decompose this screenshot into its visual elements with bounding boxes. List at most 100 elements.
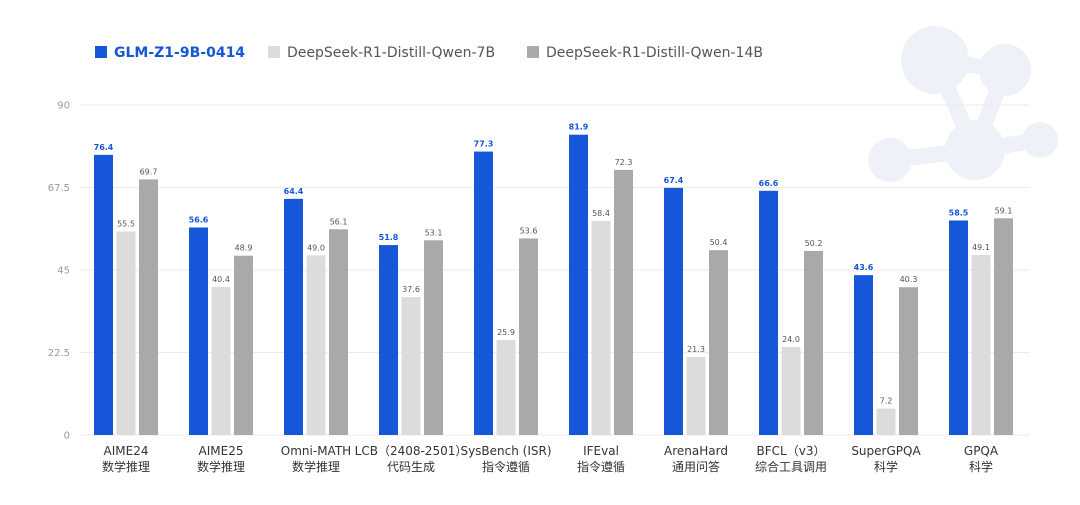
data-label-series-2-4: 37.6	[402, 285, 420, 294]
legend-swatch	[268, 46, 280, 58]
bar-series-2-9	[876, 408, 896, 435]
x-tick-sublabel: 数学推理	[197, 459, 245, 474]
data-label-series-3-1: 69.7	[140, 167, 158, 176]
bar-series-1-7	[664, 187, 683, 435]
decoration-node	[1022, 122, 1058, 158]
x-tick-label: Omni-MATH	[281, 444, 351, 458]
x-tick-label: SysBench (ISR)	[460, 444, 551, 458]
legend-swatch	[95, 46, 107, 58]
x-tick-sublabel: 数学推理	[102, 459, 150, 474]
data-label-series-1-10: 58.5	[949, 209, 969, 218]
data-label-series-1-5: 77.3	[474, 140, 494, 149]
data-label-series-3-2: 48.9	[235, 244, 253, 253]
x-axis: AIME24数学推理AIME25数学推理Omni-MATH数学推理LCB（240…	[102, 444, 999, 474]
bar-series-3-9	[899, 287, 918, 435]
x-tick-sublabel: 指令遵循	[482, 459, 530, 474]
data-label-series-2-6: 58.4	[592, 209, 610, 218]
bar-series-3-4	[424, 240, 443, 435]
data-label-series-3-6: 72.3	[615, 158, 633, 167]
data-label-series-3-3: 56.1	[330, 217, 348, 226]
data-label-series-3-7: 50.4	[710, 238, 728, 247]
x-tick-label: AIME25	[199, 444, 244, 458]
data-label-series-3-8: 50.2	[805, 239, 823, 248]
x-tick-label: ArenaHard	[664, 444, 728, 458]
bar-series-3-5	[519, 238, 538, 435]
bar-series-3-6	[614, 169, 633, 435]
y-tick-label: 90	[57, 101, 70, 112]
data-label-series-1-1: 76.4	[94, 143, 114, 152]
decoration-node	[868, 138, 912, 182]
x-tick-label: BFCL（v3）	[757, 444, 826, 458]
data-label-series-2-9: 7.2	[880, 397, 893, 406]
data-label-series-1-6: 81.9	[569, 123, 589, 132]
legend-item-3: DeepSeek-R1-Distill-Qwen-14B	[527, 45, 763, 61]
decoration-node	[945, 120, 1005, 180]
data-label-series-1-8: 66.6	[759, 179, 779, 188]
y-tick-label: 22.5	[48, 348, 70, 359]
x-tick-sublabel: 综合工具调用	[755, 459, 827, 474]
x-tick-label: GPQA	[964, 444, 999, 458]
bar-series-2-5	[496, 340, 516, 435]
data-label-series-1-7: 67.4	[664, 176, 684, 185]
bar-series-2-7	[686, 356, 706, 435]
bar-series-3-8	[804, 250, 823, 435]
background-decoration	[868, 26, 1058, 182]
x-tick-sublabel: 通用问答	[672, 459, 720, 474]
legend-item-1: GLM-Z1-9B-0414	[95, 45, 245, 61]
legend-item-2: DeepSeek-R1-Distill-Qwen-7B	[268, 45, 495, 61]
data-label-series-3-4: 53.1	[425, 228, 443, 237]
bar-series-1-6	[569, 134, 588, 435]
bar-series-1-8	[759, 190, 778, 435]
data-label-series-2-2: 40.4	[212, 275, 230, 284]
data-label-series-2-5: 25.9	[497, 328, 515, 337]
bar-series-3-3	[329, 229, 348, 435]
x-tick-sublabel: 指令遵循	[577, 459, 625, 474]
x-tick-label: AIME24	[104, 444, 149, 458]
legend-swatch	[527, 46, 539, 58]
x-tick-sublabel: 代码生成	[387, 460, 435, 474]
y-tick-label: 0	[64, 431, 70, 442]
bar-series-1-4	[379, 245, 398, 435]
bar-series-1-10	[949, 220, 968, 435]
data-label-series-3-5: 53.6	[520, 226, 538, 235]
data-labels: 76.4 55.5 69.7 56.6 40.4 48.9 64.4 49.0 56.1 51.8…	[94, 123, 1013, 406]
bar-series-2-6	[591, 220, 611, 435]
bar-series-1-5	[474, 151, 493, 436]
bar-series-2-1	[116, 231, 136, 435]
y-tick-label: 67.5	[48, 183, 70, 194]
y-axis: 0 22.5 45 67.5 90	[48, 101, 70, 442]
decoration-node	[901, 26, 969, 94]
data-label-series-2-7: 21.3	[687, 345, 705, 354]
x-tick-label: SuperGPQA	[851, 444, 921, 458]
x-tick-sublabel: 科学	[874, 459, 898, 474]
data-label-series-2-8: 24.0	[782, 335, 800, 344]
legend-label: GLM-Z1-9B-0414	[114, 45, 245, 61]
bar-series-2-3	[306, 255, 326, 435]
data-label-series-2-10: 49.1	[972, 243, 990, 252]
data-label-series-2-1: 55.5	[117, 220, 135, 229]
y-tick-label: 45	[57, 266, 70, 277]
x-tick-label: IFEval	[583, 444, 619, 458]
data-label-series-3-10: 59.1	[995, 206, 1013, 215]
x-tick-label: LCB（2408-2501）	[355, 444, 468, 458]
legend-label: DeepSeek-R1-Distill-Qwen-14B	[546, 45, 763, 61]
bar-series-1-3	[284, 198, 303, 435]
bar-series-3-10	[994, 218, 1013, 435]
data-label-series-1-2: 56.6	[189, 215, 209, 224]
bar-series-1-9	[854, 275, 873, 435]
x-tick-sublabel: 科学	[969, 459, 993, 474]
data-label-series-1-3: 64.4	[284, 187, 304, 196]
data-label-series-1-4: 51.8	[379, 233, 399, 242]
bar-series-3-1	[139, 179, 158, 435]
bar-series-2-10	[971, 254, 991, 435]
bar-series-3-7	[709, 250, 728, 435]
bars	[94, 134, 1013, 436]
bar-series-3-2	[234, 255, 253, 435]
data-label-series-3-9: 40.3	[900, 275, 918, 284]
bar-series-2-4	[401, 297, 421, 435]
decoration-node	[979, 44, 1031, 96]
data-label-series-2-3: 49.0	[307, 243, 325, 252]
legend-label: DeepSeek-R1-Distill-Qwen-7B	[287, 45, 495, 61]
legend: GLM-Z1-9B-0414 DeepSeek-R1-Distill-Qwen-7…	[95, 45, 763, 61]
